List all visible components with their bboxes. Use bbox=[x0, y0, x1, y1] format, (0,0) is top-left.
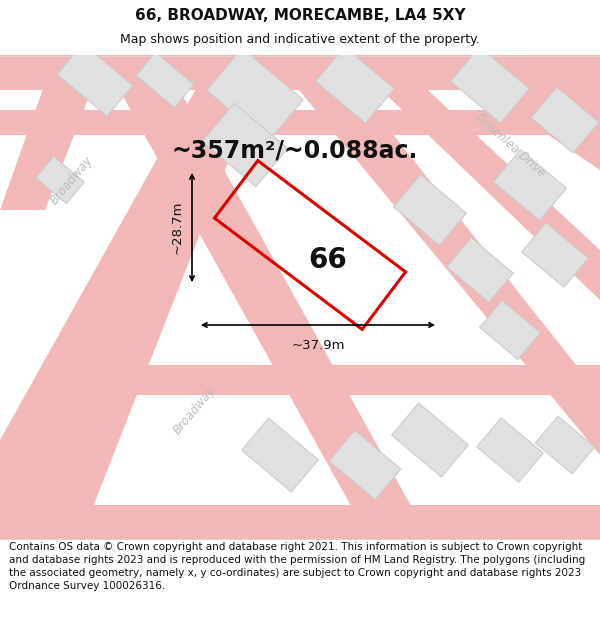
Polygon shape bbox=[430, 55, 600, 170]
Polygon shape bbox=[447, 238, 513, 302]
Polygon shape bbox=[206, 48, 304, 142]
Polygon shape bbox=[0, 55, 270, 540]
Polygon shape bbox=[531, 87, 599, 153]
Text: Map shows position and indicative extent of the property.: Map shows position and indicative extent… bbox=[120, 33, 480, 46]
Polygon shape bbox=[522, 222, 588, 288]
Polygon shape bbox=[329, 431, 401, 499]
Polygon shape bbox=[0, 110, 600, 135]
Polygon shape bbox=[35, 156, 85, 204]
Polygon shape bbox=[136, 52, 194, 107]
Polygon shape bbox=[392, 403, 469, 477]
Text: ~28.7m: ~28.7m bbox=[171, 201, 184, 254]
Polygon shape bbox=[494, 149, 566, 221]
Polygon shape bbox=[316, 47, 394, 123]
Polygon shape bbox=[270, 55, 600, 455]
Polygon shape bbox=[242, 418, 319, 492]
Text: Greenlea Drive: Greenlea Drive bbox=[473, 111, 547, 179]
Text: Contains OS data © Crown copyright and database right 2021. This information is : Contains OS data © Crown copyright and d… bbox=[9, 542, 585, 591]
Polygon shape bbox=[45, 365, 600, 395]
Polygon shape bbox=[45, 505, 600, 540]
Polygon shape bbox=[0, 55, 105, 210]
Polygon shape bbox=[202, 103, 288, 187]
Polygon shape bbox=[479, 301, 541, 359]
Text: 66: 66 bbox=[308, 246, 347, 274]
Polygon shape bbox=[0, 55, 600, 90]
Text: Broadway: Broadway bbox=[171, 383, 219, 437]
Polygon shape bbox=[477, 418, 543, 482]
Polygon shape bbox=[394, 174, 466, 246]
Text: 66, BROADWAY, MORECAMBE, LA4 5XY: 66, BROADWAY, MORECAMBE, LA4 5XY bbox=[134, 8, 466, 23]
Polygon shape bbox=[57, 44, 133, 116]
Text: ~37.9m: ~37.9m bbox=[291, 339, 345, 352]
Polygon shape bbox=[345, 55, 600, 300]
Text: ~357m²/~0.088ac.: ~357m²/~0.088ac. bbox=[172, 138, 418, 162]
Polygon shape bbox=[100, 55, 430, 540]
Polygon shape bbox=[535, 416, 595, 474]
Polygon shape bbox=[451, 47, 529, 123]
Text: Broadway: Broadway bbox=[48, 153, 96, 207]
